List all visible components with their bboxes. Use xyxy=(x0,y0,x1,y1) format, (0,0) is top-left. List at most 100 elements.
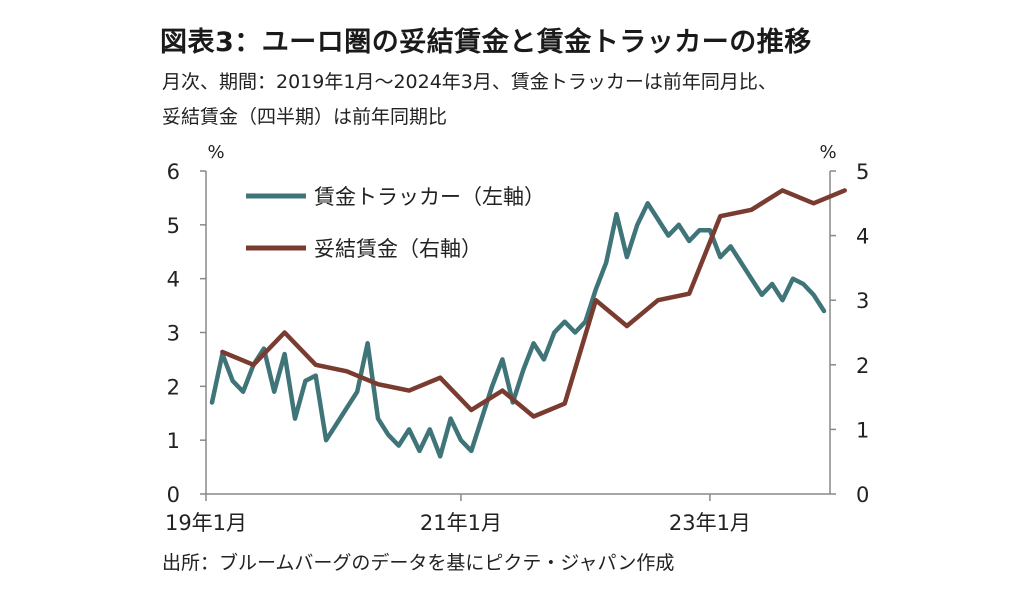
right-axis-unit: % xyxy=(819,142,836,163)
chart-ticks: 0 1 2 3 4 5 6 0 1 2 3 4 5% % 19年1月 21年1月 23年1月 xyxy=(165,142,869,535)
data-point-wage-tracker xyxy=(699,229,701,231)
data-point-wage-tracker xyxy=(263,348,265,350)
data-point-wage-tracker xyxy=(387,434,389,436)
data-point-wage-tracker xyxy=(813,294,815,296)
data-point-wage-tracker xyxy=(823,310,825,312)
x-tick-label: 23年1月 xyxy=(669,511,751,535)
data-point-negotiated-wages xyxy=(813,202,815,204)
left-tick-label: 4 xyxy=(167,268,180,292)
right-tick-label: 0 xyxy=(856,483,869,507)
data-point-negotiated-wages xyxy=(688,293,690,295)
data-point-negotiated-wages xyxy=(470,409,472,411)
data-point-wage-tracker xyxy=(429,428,431,430)
data-point-wage-tracker xyxy=(647,202,649,204)
data-point-wage-tracker xyxy=(418,450,420,452)
left-tick-label: 6 xyxy=(167,160,180,184)
left-tick-label: 1 xyxy=(167,429,180,453)
data-point-wage-tracker xyxy=(450,418,452,420)
data-point-wage-tracker xyxy=(242,391,244,393)
data-point-wage-tracker xyxy=(325,439,327,441)
data-point-negotiated-wages xyxy=(719,215,721,217)
data-point-wage-tracker xyxy=(709,229,711,231)
data-point-wage-tracker xyxy=(595,288,597,290)
data-point-wage-tracker xyxy=(398,445,400,447)
data-point-wage-tracker xyxy=(367,342,369,344)
data-point-wage-tracker xyxy=(626,256,628,258)
data-point-wage-tracker xyxy=(460,439,462,441)
chart-subtitle-line2: 妥結賃金（四半期）は前年同期比 xyxy=(162,106,448,128)
data-point-wage-tracker xyxy=(584,321,586,323)
right-tick-label: 5 xyxy=(856,160,869,184)
data-point-negotiated-wages xyxy=(844,189,846,191)
data-point-wage-tracker xyxy=(377,418,379,420)
data-point-negotiated-wages xyxy=(657,299,659,301)
data-point-negotiated-wages xyxy=(377,383,379,385)
chart-subtitle-line1: 月次、期間：2019年1月～2024年3月、賃金トラッカーは前年同月比、 xyxy=(162,71,777,93)
left-axis-unit: % xyxy=(207,142,224,163)
data-point-negotiated-wages xyxy=(750,209,752,211)
data-point-wage-tracker xyxy=(605,262,607,264)
data-point-negotiated-wages xyxy=(315,364,317,366)
data-point-wage-tracker xyxy=(740,262,742,264)
x-tick-label: 21年1月 xyxy=(420,511,502,535)
legend-label: 妥結賃金（右軸） xyxy=(314,237,482,261)
data-point-wage-tracker xyxy=(356,391,358,393)
data-point-negotiated-wages xyxy=(252,364,254,366)
data-point-wage-tracker xyxy=(232,380,234,382)
chart-legend: 賃金トラッカー（左軸） 妥結賃金（右軸） xyxy=(246,185,545,261)
chart-title: 図表3：ユーロ圏の妥結賃金と賃金トラッカーの推移 xyxy=(160,27,812,58)
left-tick-label: 0 xyxy=(167,483,180,507)
left-tick-label: 5 xyxy=(167,214,180,238)
data-point-wage-tracker xyxy=(678,224,680,226)
data-point-negotiated-wages xyxy=(595,299,597,301)
data-point-negotiated-wages xyxy=(346,370,348,372)
data-point-wage-tracker xyxy=(771,283,773,285)
data-point-wage-tracker xyxy=(750,278,752,280)
data-point-wage-tracker xyxy=(543,358,545,360)
data-point-wage-tracker xyxy=(802,283,804,285)
data-point-wage-tracker xyxy=(284,353,286,355)
data-point-wage-tracker xyxy=(553,332,555,333)
data-point-wage-tracker xyxy=(294,418,296,420)
data-point-wage-tracker xyxy=(730,245,732,247)
right-tick-label: 1 xyxy=(856,418,869,442)
chart-lines xyxy=(209,188,847,459)
right-tick-label: 2 xyxy=(856,354,869,378)
data-point-wage-tracker xyxy=(408,428,410,430)
data-point-negotiated-wages xyxy=(564,403,566,405)
right-tick-label: 3 xyxy=(856,289,869,313)
legend-label: 賃金トラッカー（左軸） xyxy=(314,185,545,209)
data-point-negotiated-wages xyxy=(408,390,410,392)
right-tick-label: 4 xyxy=(856,225,869,249)
data-point-negotiated-wages xyxy=(439,377,441,379)
data-point-wage-tracker xyxy=(564,321,566,323)
data-point-wage-tracker xyxy=(616,213,618,215)
data-point-wage-tracker xyxy=(533,342,535,344)
data-point-negotiated-wages xyxy=(533,415,535,417)
data-point-negotiated-wages xyxy=(501,390,503,392)
data-point-wage-tracker xyxy=(304,380,306,382)
data-point-wage-tracker xyxy=(719,256,721,258)
data-point-wage-tracker xyxy=(782,299,784,301)
data-point-wage-tracker xyxy=(335,423,337,425)
source-note: 出所：ブルームバーグのデータを基にピクテ・ジャパン作成 xyxy=(162,552,675,574)
left-tick-label: 2 xyxy=(167,375,180,399)
data-point-wage-tracker xyxy=(346,407,348,409)
data-point-wage-tracker xyxy=(315,375,317,377)
chart-axes xyxy=(205,171,831,495)
data-point-wage-tracker xyxy=(574,332,576,333)
data-point-negotiated-wages xyxy=(626,325,628,327)
data-point-wage-tracker xyxy=(481,418,483,420)
data-point-wage-tracker xyxy=(439,455,441,457)
data-point-wage-tracker xyxy=(792,278,794,280)
series-line-wage-tracker xyxy=(209,201,827,459)
left-tick-label: 3 xyxy=(167,322,180,346)
data-point-wage-tracker xyxy=(470,450,472,452)
data-point-wage-tracker xyxy=(636,224,638,226)
data-point-wage-tracker xyxy=(501,358,503,360)
x-tick-label: 19年1月 xyxy=(165,511,247,535)
data-point-wage-tracker xyxy=(211,401,213,403)
data-point-negotiated-wages xyxy=(782,189,784,191)
data-point-wage-tracker xyxy=(761,294,763,296)
